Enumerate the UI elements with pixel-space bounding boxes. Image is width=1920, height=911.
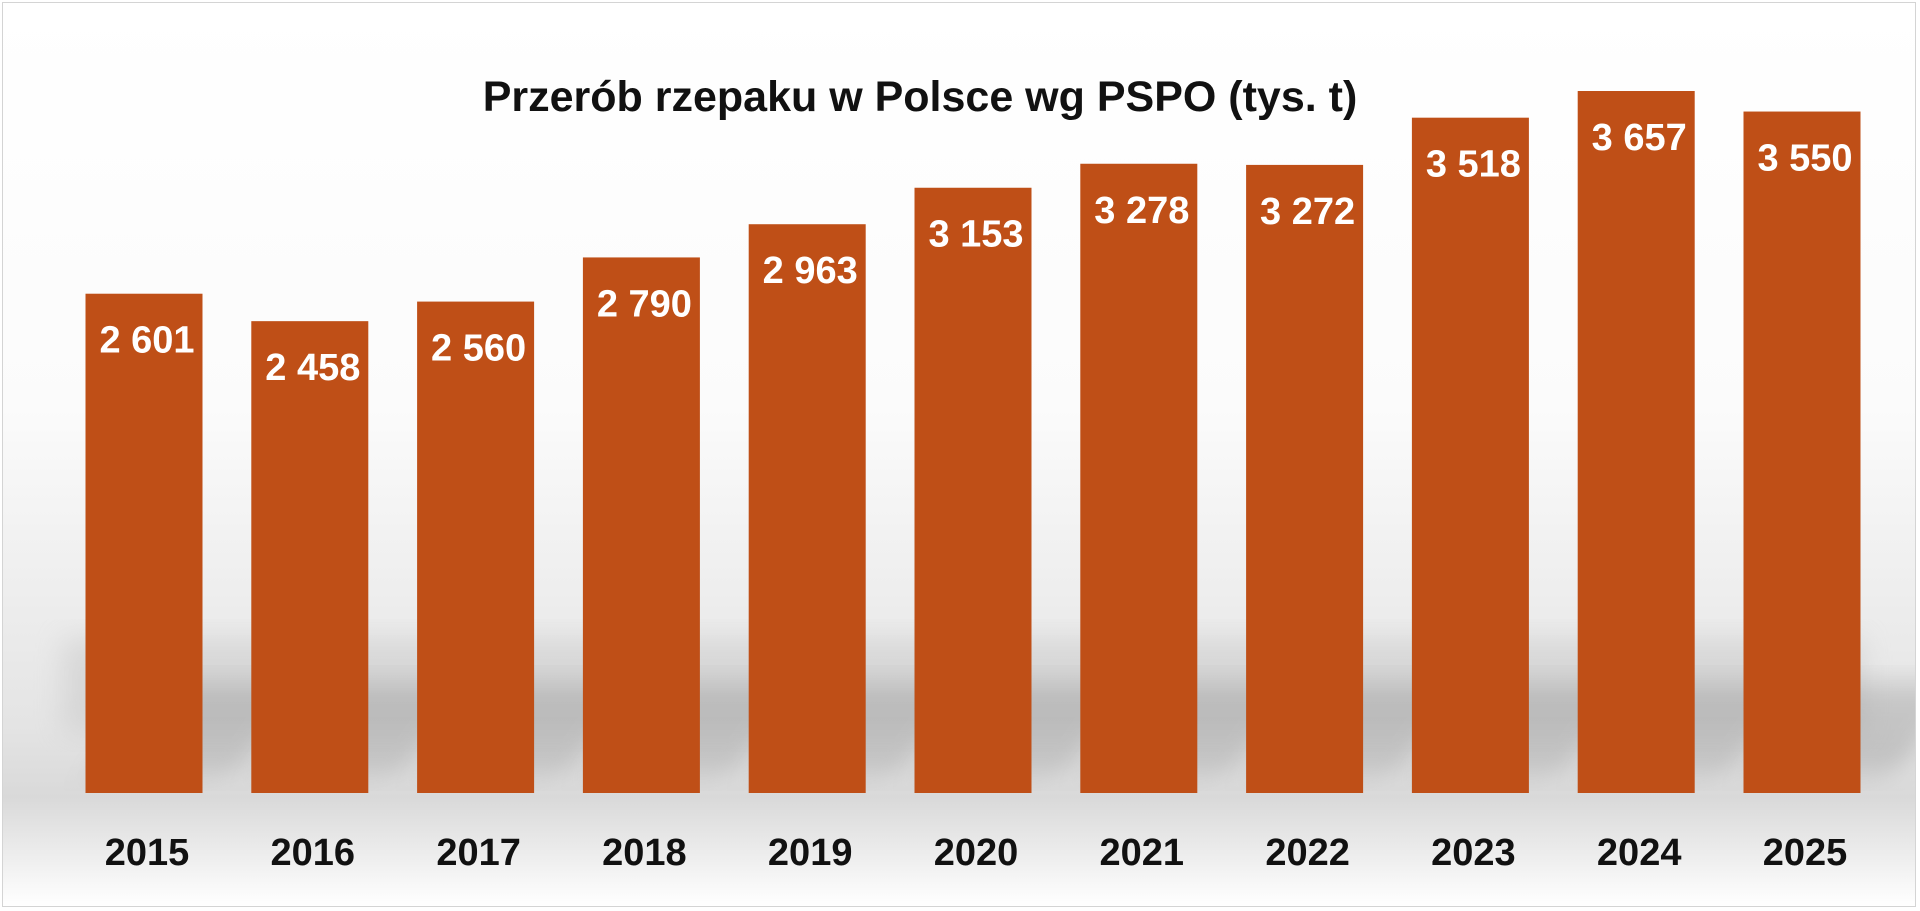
chart-title: Przerób rzepaku w Polsce wg PSPO (tys. t…: [483, 73, 1358, 121]
bar-2018: [582, 257, 700, 793]
value-label-2015: 2 601: [99, 320, 194, 362]
bar-2025: [1743, 111, 1861, 793]
value-label-2016: 2 458: [265, 347, 360, 389]
category-label-2019: 2019: [768, 832, 853, 874]
category-label-2022: 2022: [1265, 832, 1350, 874]
bar-2024: [1577, 91, 1695, 793]
value-label-2025: 3 550: [1757, 138, 1852, 180]
category-label-2021: 2021: [1100, 832, 1185, 874]
category-label-2023: 2023: [1431, 832, 1516, 874]
category-label-2017: 2017: [436, 832, 521, 874]
value-label-2023: 3 518: [1426, 144, 1521, 186]
value-label-2019: 2 963: [763, 250, 858, 292]
value-labels: 2 601 2 458 2 560 2 790 2 963 3 153 3 278 3 272…: [99, 117, 1852, 389]
category-label-2015: 2015: [105, 832, 190, 874]
bar-2015: [85, 293, 203, 793]
bar-2023: [1411, 117, 1529, 794]
category-label-2024: 2024: [1597, 832, 1682, 874]
bars: [85, 91, 1861, 794]
bar-2021: [1080, 163, 1198, 794]
category-label-2016: 2016: [271, 832, 356, 874]
bar-2020: [914, 187, 1032, 793]
value-label-2017: 2 560: [431, 328, 526, 370]
bar-2019: [748, 224, 866, 793]
bar-2016: [251, 321, 369, 793]
category-axis: 2015 2016 2017 2018 2019 2020 2021 2022 2023 2024…: [105, 832, 1848, 874]
value-label-2022: 3 272: [1260, 191, 1355, 233]
category-label-2020: 2020: [934, 832, 1019, 874]
bar-2022: [1246, 164, 1364, 793]
bar-chart: 2 601 2 458 2 560 2 790 2 963 3 153 3 278 3 272…: [63, 73, 1915, 874]
value-label-2018: 2 790: [597, 283, 692, 325]
value-label-2020: 3 153: [928, 214, 1023, 256]
category-label-2025: 2025: [1763, 832, 1848, 874]
category-label-2018: 2018: [602, 832, 687, 874]
bar-2017: [417, 301, 535, 793]
value-label-2024: 3 657: [1592, 117, 1687, 159]
value-label-2021: 3 278: [1094, 190, 1189, 232]
